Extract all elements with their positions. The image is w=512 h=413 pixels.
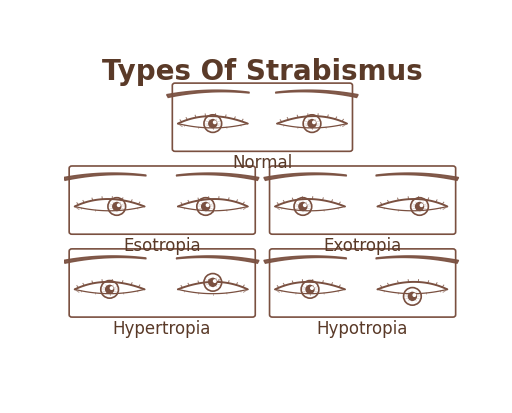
Text: Esotropia: Esotropia bbox=[123, 237, 201, 254]
Ellipse shape bbox=[294, 198, 312, 216]
Ellipse shape bbox=[204, 116, 222, 133]
Text: Hypotropia: Hypotropia bbox=[317, 319, 408, 337]
Text: Types Of Strabismus: Types Of Strabismus bbox=[102, 57, 423, 85]
Polygon shape bbox=[176, 173, 259, 181]
Ellipse shape bbox=[420, 204, 423, 207]
Polygon shape bbox=[277, 117, 347, 128]
Ellipse shape bbox=[209, 120, 217, 128]
Ellipse shape bbox=[197, 198, 215, 216]
Ellipse shape bbox=[214, 122, 216, 124]
FancyBboxPatch shape bbox=[69, 166, 255, 235]
Ellipse shape bbox=[416, 203, 423, 211]
Polygon shape bbox=[264, 173, 347, 181]
Ellipse shape bbox=[117, 204, 120, 207]
Ellipse shape bbox=[413, 294, 416, 297]
FancyBboxPatch shape bbox=[173, 84, 352, 152]
Ellipse shape bbox=[313, 122, 315, 124]
Polygon shape bbox=[376, 173, 459, 181]
FancyBboxPatch shape bbox=[269, 249, 456, 317]
FancyBboxPatch shape bbox=[269, 166, 456, 235]
Polygon shape bbox=[275, 199, 345, 211]
Ellipse shape bbox=[209, 279, 217, 287]
Polygon shape bbox=[75, 282, 144, 294]
Ellipse shape bbox=[303, 116, 321, 133]
Polygon shape bbox=[178, 117, 248, 128]
Ellipse shape bbox=[108, 198, 125, 216]
Ellipse shape bbox=[299, 203, 307, 211]
Polygon shape bbox=[176, 256, 259, 263]
Polygon shape bbox=[377, 282, 447, 294]
Ellipse shape bbox=[301, 281, 319, 299]
Polygon shape bbox=[178, 282, 248, 294]
Polygon shape bbox=[275, 282, 345, 294]
Ellipse shape bbox=[304, 204, 306, 207]
Ellipse shape bbox=[204, 274, 222, 292]
Ellipse shape bbox=[105, 286, 114, 294]
Ellipse shape bbox=[206, 204, 209, 207]
Polygon shape bbox=[63, 173, 146, 181]
Ellipse shape bbox=[411, 198, 429, 216]
Ellipse shape bbox=[111, 287, 113, 290]
FancyBboxPatch shape bbox=[69, 249, 255, 317]
Text: Normal: Normal bbox=[232, 154, 292, 172]
Polygon shape bbox=[376, 256, 459, 263]
Ellipse shape bbox=[101, 281, 118, 299]
Polygon shape bbox=[377, 199, 447, 211]
Ellipse shape bbox=[214, 280, 216, 282]
Ellipse shape bbox=[403, 288, 421, 306]
Ellipse shape bbox=[113, 203, 121, 211]
Polygon shape bbox=[63, 256, 146, 263]
Ellipse shape bbox=[311, 287, 313, 290]
Ellipse shape bbox=[308, 120, 316, 128]
Polygon shape bbox=[275, 91, 358, 98]
Polygon shape bbox=[75, 199, 144, 211]
Polygon shape bbox=[166, 91, 249, 98]
Ellipse shape bbox=[202, 203, 209, 211]
Polygon shape bbox=[178, 199, 248, 211]
Ellipse shape bbox=[306, 286, 314, 294]
Polygon shape bbox=[264, 256, 347, 263]
Text: Exotropia: Exotropia bbox=[323, 237, 401, 254]
Ellipse shape bbox=[409, 293, 416, 301]
Text: Hypertropia: Hypertropia bbox=[113, 319, 211, 337]
